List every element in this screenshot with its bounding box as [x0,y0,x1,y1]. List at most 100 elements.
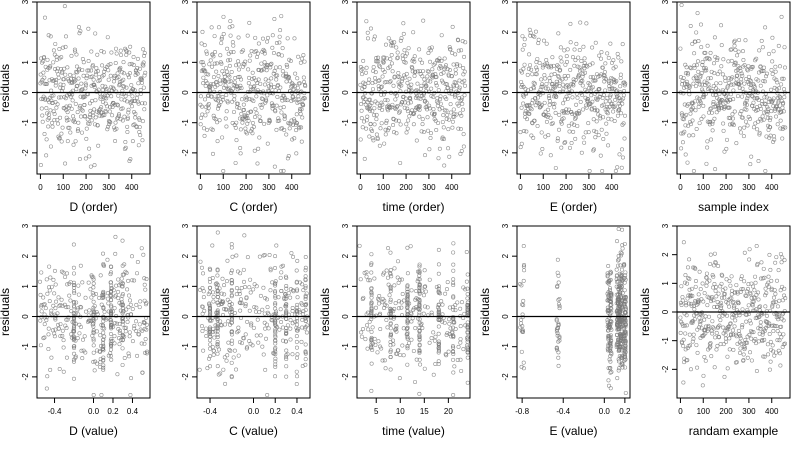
data-point [452,114,457,119]
data-point [296,54,301,59]
data-point [534,72,539,77]
data-point [573,77,578,82]
data-point [206,330,211,335]
data-point [273,323,278,328]
data-point [120,311,125,316]
data-point [397,84,402,89]
data-point [465,303,470,308]
data-point [572,63,577,68]
data-point [737,37,742,42]
data-point [382,141,387,146]
data-point [129,376,134,381]
data-point [452,364,457,369]
x-axis-title: E (order) [550,200,597,214]
data-point [91,359,96,364]
data-point [387,293,392,298]
data-point [277,40,282,45]
data-point [96,143,101,148]
data-point [555,257,560,262]
data-point [54,77,59,82]
data-point [66,117,71,122]
data-point [97,349,102,354]
data-point [83,94,88,99]
data-point [394,93,399,98]
data-point [689,66,694,71]
data-point [221,367,226,372]
data-point [124,52,129,57]
data-point [465,309,470,314]
data-point [381,272,386,277]
data-point [771,329,776,334]
data-point [605,271,610,276]
data-point [368,108,373,113]
data-point [120,338,125,343]
data-point [599,127,604,132]
data-point [380,102,385,107]
data-point [760,332,765,337]
data-point [731,122,736,127]
data-point [249,87,254,92]
data-point [729,333,734,338]
data-point [298,60,303,65]
data-point [433,361,438,366]
data-point [219,35,224,40]
data-point [367,97,372,102]
data-point [371,68,376,73]
data-point [742,125,747,130]
data-point [558,45,563,50]
data-point [685,160,690,165]
data-point [578,20,583,25]
data-point [273,341,278,346]
data-point [451,241,456,246]
data-point [387,64,392,69]
data-point [238,308,243,313]
data-point [708,261,713,266]
data-point [689,286,694,291]
data-point [438,94,443,99]
y-tick-label: -2 [181,373,190,381]
data-point [51,303,56,308]
data-point [145,349,150,354]
data-point [429,45,434,50]
data-point [300,115,305,120]
data-point [608,303,613,308]
data-point [688,367,693,372]
data-point [280,69,285,74]
data-point [285,36,290,41]
data-point [113,60,118,65]
data-point [127,75,132,80]
data-point [52,112,57,117]
data-point [412,59,417,64]
y-tick-label: -2 [501,149,510,157]
data-point [724,313,729,318]
data-point [369,317,374,322]
data-point [95,348,100,353]
data-point [215,332,220,337]
data-point [777,351,782,356]
data-point [294,121,299,126]
data-point [60,125,65,130]
data-point [572,47,577,52]
data-point [615,165,620,170]
data-point [749,336,754,341]
data-point [112,320,117,325]
plot-frame [676,1,791,175]
data-point [556,339,561,344]
data-point [697,315,702,320]
data-point [728,283,733,288]
data-point [125,129,130,134]
data-point [62,4,67,9]
data-point [372,106,377,111]
data-point [293,319,298,324]
data-point [419,129,424,134]
data-point [459,113,464,118]
data-point [255,161,260,166]
data-point [86,59,91,64]
data-point [284,286,289,291]
data-point [524,129,529,134]
data-point [383,127,388,132]
data-point [564,59,569,64]
data-point [216,303,221,308]
data-point [303,357,308,362]
data-point [95,52,100,57]
